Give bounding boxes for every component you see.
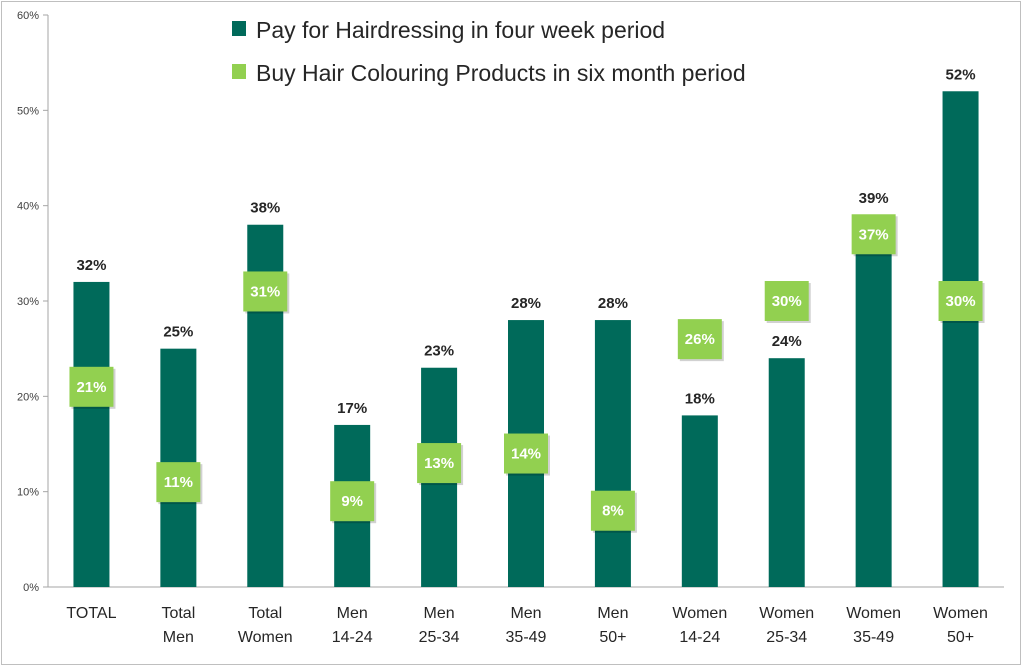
x-tick-label: Women 50+ bbox=[933, 605, 988, 646]
marker-data-label: 11% bbox=[164, 474, 193, 491]
x-tick-label-line: Women bbox=[672, 605, 727, 622]
y-tick-label: 30% bbox=[17, 296, 39, 308]
bar-series: 32% 25% 38% 17% 23% 28% 28% 18% 24% 39% 52% bbox=[73, 66, 979, 588]
marker-colouring: 31% bbox=[243, 271, 290, 314]
x-tick-label: Total Men bbox=[161, 605, 195, 646]
marker-box bbox=[851, 214, 896, 255]
bar-data-label: 25% bbox=[163, 324, 193, 341]
x-tick-label-line: 50+ bbox=[599, 629, 626, 646]
marker-colouring: 30% bbox=[764, 281, 811, 323]
marker-data-label: 37% bbox=[859, 226, 889, 243]
marker-box bbox=[417, 443, 462, 484]
bar-data-label: 52% bbox=[946, 66, 976, 83]
bar-hairdressing bbox=[855, 215, 892, 587]
x-tick-label-line: Total bbox=[161, 605, 195, 622]
x-tick-label: TOTAL bbox=[66, 605, 116, 622]
bar-data-label: 18% bbox=[685, 390, 715, 407]
marker-box bbox=[590, 490, 635, 531]
marker-box bbox=[938, 281, 983, 321]
bar-hairdressing bbox=[942, 91, 979, 588]
x-tick-label-line: 14-24 bbox=[679, 629, 720, 646]
marker-data-label: 21% bbox=[76, 379, 106, 396]
x-tick-label: Men 35-49 bbox=[506, 605, 547, 646]
legend-label-colouring: Buy Hair Colouring Products in six month… bbox=[256, 60, 746, 86]
x-tick-label: Women 35-49 bbox=[846, 605, 901, 646]
x-tick-label: Men 25-34 bbox=[419, 605, 460, 646]
x-tick-label-line: Men bbox=[424, 605, 455, 622]
x-tick-label-line: Men bbox=[510, 605, 541, 622]
marker-data-label: 31% bbox=[250, 283, 280, 300]
bar-data-label: 17% bbox=[337, 400, 367, 417]
x-tick-label: Total Women bbox=[238, 605, 293, 646]
x-tick-label-line: 25-34 bbox=[766, 629, 807, 646]
marker-series: 21% 11% 31% 9% 13% 14% 8% 26% 30% 37% 30% bbox=[69, 214, 985, 533]
marker-colouring: 30% bbox=[938, 281, 985, 323]
bar-data-label: 32% bbox=[76, 257, 106, 274]
x-tick-label-line: Women bbox=[759, 605, 814, 622]
marker-data-label: 30% bbox=[946, 293, 976, 310]
bar-data-label: 23% bbox=[424, 343, 454, 360]
x-tick-label-line: Women bbox=[238, 629, 293, 646]
y-tick-label: 20% bbox=[17, 391, 39, 403]
marker-data-label: 26% bbox=[685, 331, 715, 348]
y-tick-label: 40% bbox=[17, 201, 39, 213]
legend: Pay for Hairdressing in four week period… bbox=[232, 17, 746, 86]
x-tick-label-line: 35-49 bbox=[853, 629, 894, 646]
bar-data-label: 28% bbox=[598, 295, 628, 312]
x-tick-label-line: Men bbox=[163, 629, 194, 646]
marker-colouring: 21% bbox=[69, 366, 116, 409]
bar-hairdressing bbox=[594, 320, 631, 587]
bar-data-label: 28% bbox=[511, 295, 541, 312]
marker-box bbox=[504, 433, 548, 474]
x-tick-label-line: 25-34 bbox=[419, 629, 460, 646]
y-tick-label: 60% bbox=[17, 10, 39, 22]
y-axis: 0% 10% 20% 30% 40% 50% 60% bbox=[17, 10, 49, 594]
x-tick-label: Women 14-24 bbox=[672, 605, 727, 646]
x-tick-label: Women 25-34 bbox=[759, 605, 814, 646]
x-tick-label-line: 14-24 bbox=[332, 629, 373, 646]
bar-data-label: 39% bbox=[859, 190, 889, 207]
marker-box bbox=[677, 319, 722, 360]
x-tick-label-line: TOTAL bbox=[66, 605, 116, 622]
marker-box bbox=[69, 366, 114, 407]
bar-hairdressing bbox=[768, 358, 805, 587]
marker-colouring: 9% bbox=[330, 481, 377, 524]
x-tick-label-line: Total bbox=[248, 605, 282, 622]
marker-box bbox=[330, 481, 375, 522]
legend-swatch-colouring bbox=[232, 64, 246, 79]
marker-data-label: 8% bbox=[602, 503, 624, 520]
x-tick-label-line: Women bbox=[933, 605, 988, 622]
x-tick-label-line: 35-49 bbox=[506, 629, 547, 646]
marker-colouring: 14% bbox=[504, 433, 550, 476]
bar-hairdressing bbox=[73, 281, 110, 587]
marker-data-label: 13% bbox=[424, 455, 454, 472]
marker-box bbox=[156, 462, 201, 503]
bar-data-label: 24% bbox=[772, 333, 802, 350]
marker-data-label: 14% bbox=[511, 446, 541, 463]
bar-hairdressing bbox=[681, 415, 718, 587]
x-tick-label-line: Women bbox=[846, 605, 901, 622]
legend-label-hairdressing: Pay for Hairdressing in four week period bbox=[256, 17, 665, 43]
legend-swatch-hairdressing bbox=[232, 21, 246, 36]
y-tick-label: 50% bbox=[17, 105, 39, 117]
marker-colouring: 37% bbox=[851, 214, 898, 257]
marker-data-label: 30% bbox=[772, 293, 802, 310]
x-tick-label-line: Men bbox=[597, 605, 628, 622]
marker-colouring: 8% bbox=[590, 490, 637, 533]
bar-data-label: 38% bbox=[250, 200, 280, 217]
marker-box bbox=[243, 271, 288, 312]
x-tick-label-line: 50+ bbox=[947, 629, 974, 646]
marker-box bbox=[764, 281, 809, 321]
x-tick-label-line: Men bbox=[337, 605, 368, 622]
x-tick-label: Men 50+ bbox=[597, 605, 628, 646]
x-tick-label: Men 14-24 bbox=[332, 605, 373, 646]
marker-colouring: 11% bbox=[156, 462, 203, 505]
marker-data-label: 9% bbox=[341, 493, 363, 510]
marker-colouring: 13% bbox=[417, 443, 464, 486]
y-tick-label: 0% bbox=[23, 582, 39, 594]
y-tick-label: 10% bbox=[17, 487, 39, 499]
marker-colouring: 26% bbox=[677, 319, 724, 362]
